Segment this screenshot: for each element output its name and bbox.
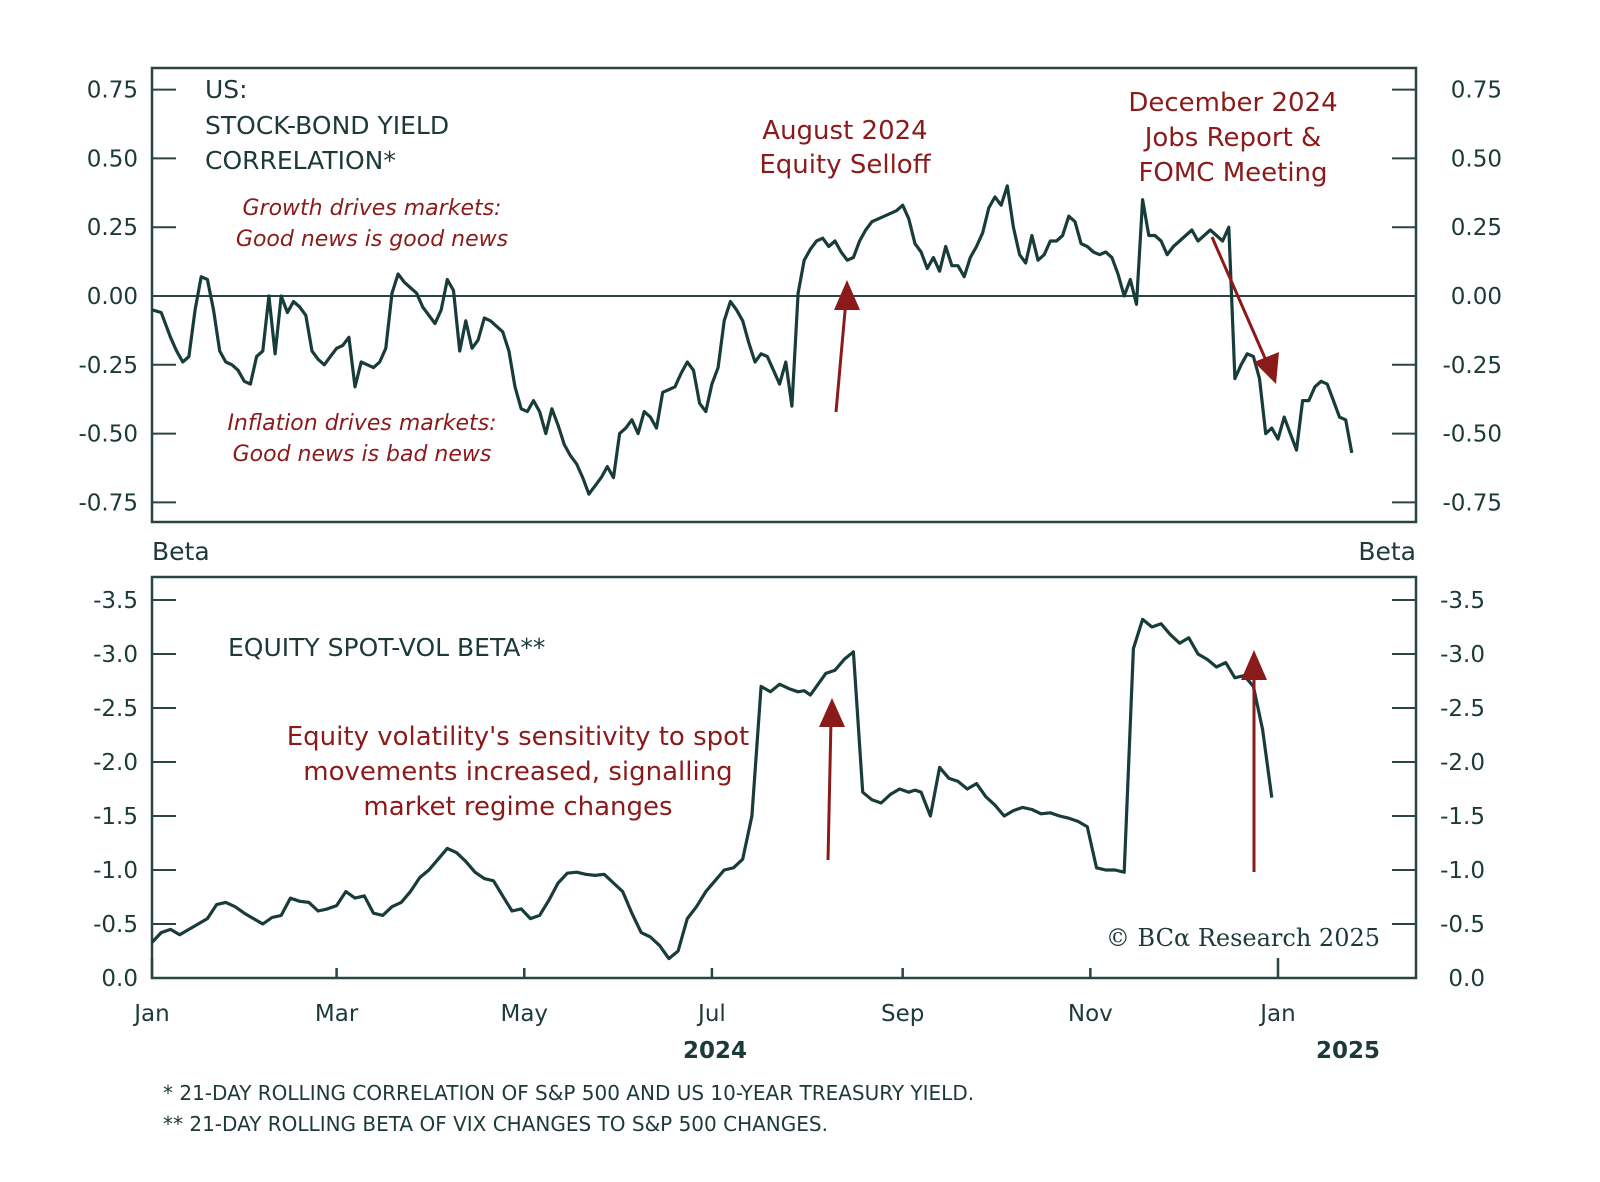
growth-annotation-line-2: Good news is good news xyxy=(236,227,508,252)
top-ytick-label-right: 0.50 xyxy=(1451,146,1502,172)
august-arrow xyxy=(834,280,860,413)
top-ytick-label-left: 0.75 xyxy=(87,78,138,104)
top-title-line-1: US: xyxy=(205,75,248,104)
top-ytick-label-left: -0.50 xyxy=(78,422,138,448)
growth-annotation-line-1: Growth drives markets: xyxy=(243,196,502,221)
top-panel: 0.75 0.75 0.50 0.50 0.25 0.25 0.00 0.00 -0.25 -0.… xyxy=(78,66,1502,524)
december-annotation-line-3: FOMC Meeting xyxy=(1138,158,1327,188)
footnote-2: ** 21-DAY ROLLING BETA OF VIX CHANGES TO… xyxy=(163,1112,828,1136)
bottom-ytick-label-right: -1.5 xyxy=(1440,804,1485,830)
top-title-line-2: STOCK-BOND YIELD xyxy=(205,111,449,140)
top-ytick-label-right: -0.75 xyxy=(1442,490,1502,516)
bottom-left-axis-label: Beta xyxy=(152,537,210,566)
bottom-title: EQUITY SPOT-VOL BETA** xyxy=(228,633,545,662)
x-tick-label: Mar xyxy=(315,1001,359,1027)
top-ytick-label-right: -0.25 xyxy=(1442,353,1502,379)
correlation-series-line xyxy=(151,184,1354,496)
august-beta-arrow xyxy=(819,698,845,861)
bottom-ytick-label-left: -2.0 xyxy=(93,750,138,776)
december-arrow xyxy=(1210,236,1279,384)
copyright-label: © BCα Research 2025 xyxy=(1106,924,1380,952)
bottom-plot-frame xyxy=(150,575,1418,980)
spot-vol-beta-series-line xyxy=(150,617,1274,961)
top-ytick-label-left: 0.50 xyxy=(87,146,138,172)
bottom-ytick-label-left: -1.5 xyxy=(93,804,138,830)
top-ytick-label-right: -0.50 xyxy=(1442,422,1502,448)
inflation-annotation-line-1: Inflation drives markets: xyxy=(227,411,496,436)
december-annotation-line-2: Jobs Report & xyxy=(1143,123,1322,153)
top-ytick-label-left: -0.75 xyxy=(78,490,138,516)
inflation-annotation-line-2: Good news is bad news xyxy=(233,442,492,467)
bottom-ytick-label-right: -1.0 xyxy=(1440,858,1485,884)
x-tick-label: Nov xyxy=(1068,1001,1113,1027)
top-ytick-label-right: 0.25 xyxy=(1451,215,1502,241)
bottom-ytick-label-right: -2.0 xyxy=(1440,750,1485,776)
bottom-ytick-label-right: -3.0 xyxy=(1440,642,1485,668)
december-annotation-line-1: December 2024 xyxy=(1128,88,1337,118)
beta-annotation-line-1: Equity volatility's sensitivity to spot xyxy=(287,722,750,752)
top-ytick-label-right: 0.75 xyxy=(1451,78,1502,104)
december-beta-arrow xyxy=(1241,650,1267,872)
bottom-ytick-label-left: 0.0 xyxy=(101,966,138,992)
x-tick-label: Jul xyxy=(696,1001,726,1027)
x-year-label: 2025 xyxy=(1316,1038,1380,1064)
december-arrow-head-icon xyxy=(1254,352,1279,384)
top-ytick-label-left: 0.00 xyxy=(87,284,138,310)
december-beta-arrow-head-icon xyxy=(1241,650,1267,680)
bottom-panel: -3.5 -3.5 -3.0 -3.0 -2.5 -2.5 -2.0 -2.0 -1.5 -1.5… xyxy=(93,575,1485,1027)
bottom-ytick-label-left: -0.5 xyxy=(93,912,138,938)
x-tick-label: Jan xyxy=(132,1001,169,1027)
august-arrow-head-icon xyxy=(834,280,860,310)
august-annotation-line-2: Equity Selloff xyxy=(759,150,931,180)
bottom-ytick-label-left: -3.0 xyxy=(93,642,138,668)
august-beta-arrow-head-icon xyxy=(819,698,845,727)
beta-annotation-line-2: movements increased, signalling xyxy=(303,757,732,787)
bottom-ytick-label-left: -1.0 xyxy=(93,858,138,884)
bottom-ytick-label-right: -2.5 xyxy=(1440,696,1485,722)
top-ytick-label-right: 0.00 xyxy=(1451,284,1502,310)
footnote-1: * 21-DAY ROLLING CORRELATION OF S&P 500 … xyxy=(163,1081,974,1105)
bottom-ytick-label-left: -2.5 xyxy=(93,696,138,722)
top-ytick-label-left: -0.25 xyxy=(78,353,138,379)
x-tick-label: May xyxy=(500,1001,548,1027)
bottom-ytick-label-right: -3.5 xyxy=(1440,588,1485,614)
beta-annotation-line-3: market regime changes xyxy=(363,792,672,822)
x-tick-label: Sep xyxy=(881,1001,924,1027)
august-annotation-line-1: August 2024 xyxy=(762,116,927,146)
bottom-ytick-label-left: -3.5 xyxy=(93,588,138,614)
bottom-ytick-label-right: -0.5 xyxy=(1440,912,1485,938)
x-tick-label: Jan xyxy=(1258,1001,1295,1027)
bottom-right-axis-label: Beta xyxy=(1358,537,1416,566)
x-year-label: 2024 xyxy=(683,1038,747,1064)
top-ytick-label-left: 0.25 xyxy=(87,215,138,241)
bottom-ytick-label-right: 0.0 xyxy=(1448,966,1485,992)
top-title-line-3: CORRELATION* xyxy=(205,146,396,175)
